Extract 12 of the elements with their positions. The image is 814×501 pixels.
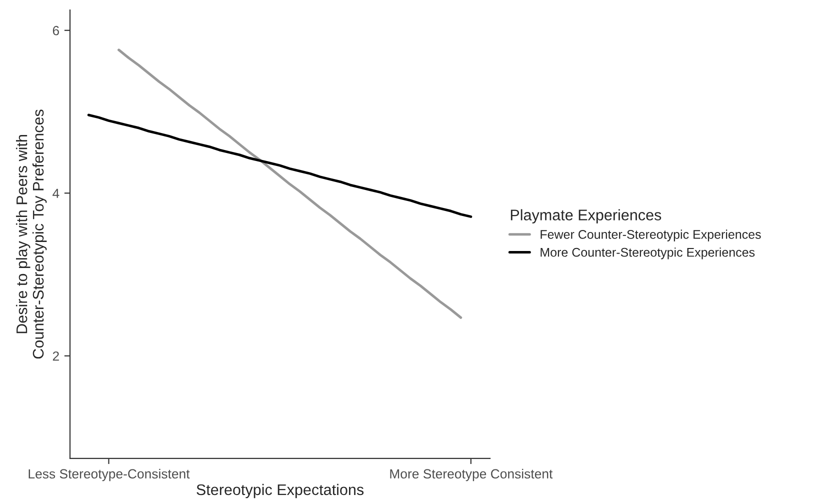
y-tick-label: 4: [52, 188, 60, 198]
legend-label: More Counter-Stereotypic Experiences: [540, 248, 755, 260]
y-axis-title: Desire to play with Peers with Counter-Stereotypic Toy Preferences: [16, 110, 47, 359]
y-tick-label: 6: [52, 26, 60, 36]
x-axis-title: Stereotypic Expectations: [196, 484, 364, 498]
x-tick-label: Less Stereotype-Consistent: [28, 468, 190, 482]
y-tick-label: 2: [52, 351, 59, 361]
legend-label: Fewer Counter-Stereotypic Experiences: [540, 230, 761, 242]
line-series: [87, 114, 472, 218]
line-series: [118, 48, 462, 319]
x-tick-label: More Stereotype Consistent: [390, 468, 553, 482]
legend-title: Playmate Experiences: [510, 209, 662, 224]
